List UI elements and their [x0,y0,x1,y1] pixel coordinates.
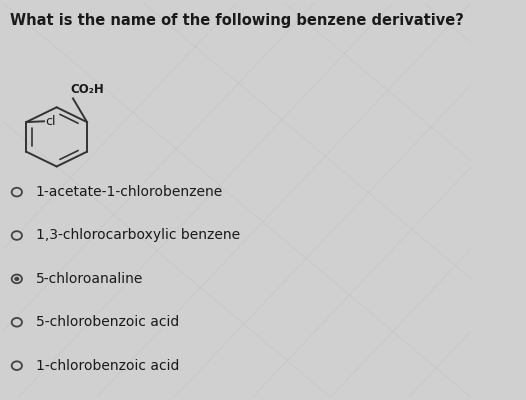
Text: cl: cl [45,115,56,128]
Text: 1-chlorobenzoic acid: 1-chlorobenzoic acid [36,359,179,373]
Text: What is the name of the following benzene derivative?: What is the name of the following benzen… [10,13,464,28]
Text: CO₂H: CO₂H [70,84,104,96]
Text: 5-chloroanaline: 5-chloroanaline [36,272,143,286]
Text: 5-chlorobenzoic acid: 5-chlorobenzoic acid [36,315,179,329]
Text: 1-acetate-1-chlorobenzene: 1-acetate-1-chlorobenzene [36,185,223,199]
Circle shape [14,277,19,281]
Text: 1,3-chlorocarboxylic benzene: 1,3-chlorocarboxylic benzene [36,228,240,242]
